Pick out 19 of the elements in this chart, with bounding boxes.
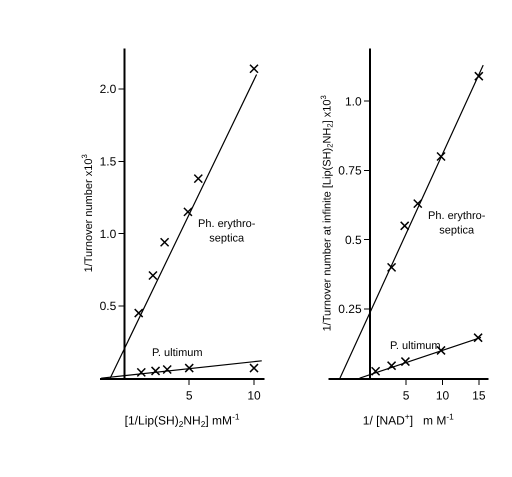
x-axis-title: [1/Lip(SH)$_{2}$NH$_{2}$] mM$^{-1}$ bbox=[124, 412, 240, 430]
y-tick-label: 1.0 bbox=[344, 94, 362, 108]
x-axis-title: 1/ [NAD$^{+}$] m M$^{-1}$ bbox=[362, 412, 454, 428]
y-tick-label: 0.25 bbox=[338, 302, 362, 316]
y-tick-label: 0.5 bbox=[100, 299, 117, 314]
x-tick-label: 10 bbox=[247, 388, 261, 402]
x-tick-label: 15 bbox=[472, 388, 486, 402]
series-label: Ph. erythro-septica bbox=[428, 210, 486, 236]
x-tick-label: 5 bbox=[186, 388, 193, 402]
y-tick-label: 0.75 bbox=[338, 164, 362, 178]
series-label: P. ultimum bbox=[390, 340, 441, 352]
y-tick-label: 1.0 bbox=[100, 226, 117, 241]
x-tick-label: 10 bbox=[436, 388, 450, 402]
y-tick-label: 1.5 bbox=[100, 154, 117, 168]
x-tick-label: 5 bbox=[402, 388, 410, 402]
y-tick-label: 0.5 bbox=[344, 232, 362, 247]
y-tick-label: 2.0 bbox=[100, 82, 117, 96]
series-label: P. ultimum bbox=[152, 347, 203, 359]
series-label: Ph. erythro-septica bbox=[198, 218, 256, 244]
